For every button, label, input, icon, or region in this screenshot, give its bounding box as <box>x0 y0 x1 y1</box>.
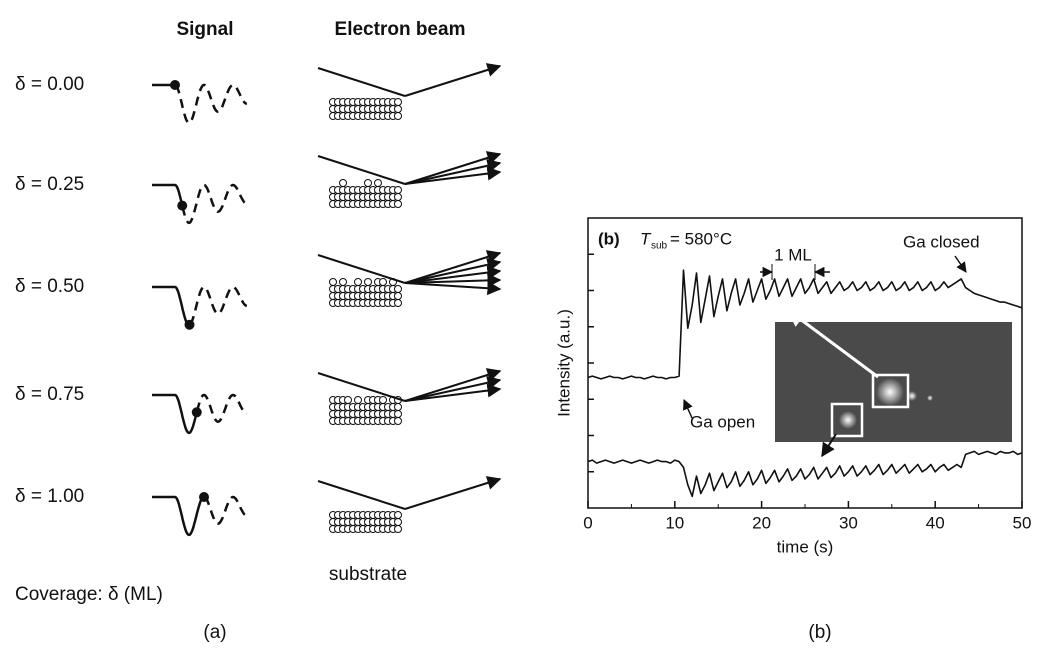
coverage-dot <box>191 407 202 418</box>
reflected-beam <box>404 158 502 185</box>
atom <box>394 285 402 293</box>
caption-b: (b) <box>808 622 831 643</box>
signal-extrapolation <box>181 183 248 225</box>
adatom <box>339 278 347 286</box>
incident-beam <box>317 372 406 402</box>
substrate <box>329 179 402 208</box>
reflected-beam <box>404 476 502 510</box>
adatom <box>344 396 352 404</box>
trace <box>587 450 1023 498</box>
arrow-closed <box>954 255 967 273</box>
annotation-open: Ga open <box>690 412 755 431</box>
adatom <box>364 278 372 286</box>
signal-curve <box>152 495 205 537</box>
header-beam: Electron beam <box>335 19 466 40</box>
caption-a: (a) <box>203 622 226 643</box>
atom <box>394 98 402 106</box>
signal-extrapolation <box>174 83 248 125</box>
atom <box>394 292 402 300</box>
substrate <box>329 278 402 307</box>
reflected-beam <box>404 281 502 296</box>
coverage-label: δ = 0.00 <box>15 74 84 95</box>
adatom <box>329 278 337 286</box>
reflected-beam <box>404 368 502 402</box>
coverage-label: δ = 0.75 <box>15 384 84 405</box>
atom <box>394 200 402 208</box>
coverage-dot <box>184 319 195 330</box>
x-tick-label: 30 <box>839 513 858 532</box>
signal-curve <box>152 183 184 205</box>
adatom <box>354 278 362 286</box>
adatom <box>354 396 362 404</box>
atom <box>394 511 402 519</box>
atom <box>394 299 402 307</box>
signal-curve <box>152 285 190 327</box>
annotation-t: T <box>640 229 652 248</box>
substrate-label: substrate <box>329 564 407 585</box>
coverage-note: Coverage: δ (ML) <box>15 584 163 605</box>
signal-extrapolation <box>189 285 248 326</box>
reflected-beam <box>404 63 502 97</box>
incident-beam <box>317 254 406 284</box>
annotation-value: = 580°C <box>670 229 732 248</box>
reflected-beam <box>404 151 502 185</box>
panel-label: (b) <box>598 229 620 248</box>
inset <box>775 308 1012 458</box>
reflected-beam <box>404 166 502 185</box>
adatom <box>364 179 372 187</box>
trace <box>587 269 1023 380</box>
coverage-label: δ = 1.00 <box>15 486 84 507</box>
adatom <box>379 278 387 286</box>
atom <box>394 105 402 113</box>
coverage-label: δ = 0.50 <box>15 276 84 297</box>
substrate <box>329 511 402 533</box>
adatom <box>379 396 387 404</box>
annotation-ml: 1 ML <box>774 245 812 264</box>
incident-beam <box>317 67 406 97</box>
atom <box>394 417 402 425</box>
atom <box>394 525 402 533</box>
header-signal: Signal <box>176 19 233 40</box>
reflected-beam <box>404 265 502 284</box>
reflected-beam <box>404 257 502 284</box>
x-tick-label: 40 <box>926 513 945 532</box>
y-label: Intensity (a.u.) <box>554 309 573 417</box>
reflected-beam <box>404 375 502 402</box>
coverage-dot <box>199 492 209 502</box>
atom <box>394 410 402 418</box>
atom <box>394 403 402 411</box>
atom <box>394 193 402 201</box>
substrate <box>329 98 402 120</box>
arrow-open <box>683 399 693 419</box>
substrate <box>329 396 402 425</box>
x-tick-label: 10 <box>665 513 684 532</box>
signal-extrapolation <box>203 495 248 525</box>
reflected-beam <box>404 250 502 284</box>
x-label: time (s) <box>777 537 834 556</box>
incident-beam <box>317 155 406 185</box>
reflected-beam <box>404 273 502 288</box>
coverage-dot <box>170 80 180 90</box>
adatom <box>339 179 347 187</box>
atom <box>394 518 402 526</box>
reflected-beam <box>404 383 502 402</box>
x-tick-label: 20 <box>752 513 771 532</box>
x-tick-label: 0 <box>583 513 592 532</box>
signal-curve <box>152 393 198 435</box>
atom <box>394 112 402 120</box>
atom <box>394 186 402 194</box>
x-tick-label: 50 <box>1013 513 1032 532</box>
coverage-label: δ = 0.25 <box>15 174 84 195</box>
incident-beam <box>317 480 406 510</box>
coverage-dot <box>177 200 188 211</box>
annotation-sub: sub <box>651 241 668 252</box>
adatom <box>374 179 382 187</box>
signal-extrapolation <box>195 393 248 423</box>
annotation-closed: Ga closed <box>903 232 980 251</box>
